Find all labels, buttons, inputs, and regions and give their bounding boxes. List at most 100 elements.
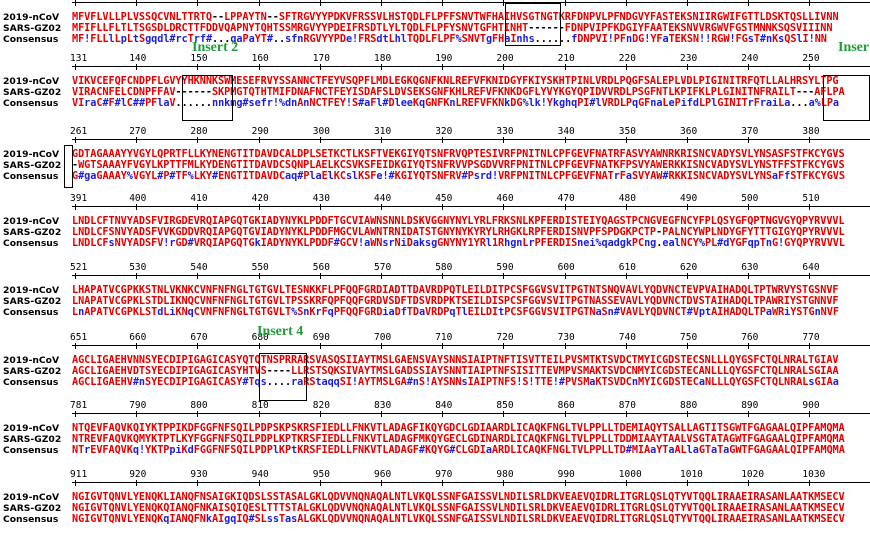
ruler-tick-label: 440 (374, 193, 392, 204)
sequence-text: LNAPATVCGPKLSTDLIKNQCVNFNFNGLTGTGVLTPSSK… (72, 296, 839, 307)
ruler-line (72, 343, 870, 352)
ruler-tick-label: 660 (129, 332, 147, 343)
ruler-tick (75, 204, 76, 210)
ruler-tick-label: 930 (190, 469, 208, 480)
position-ruler: 651 660 670 680 690 700 710 720 730 740 750 760 770 (70, 332, 870, 344)
consensus-row: Consensus LNDLCFsNVYADSFV!rGD#VRQIAPGQTGk… (0, 238, 870, 249)
ruler-tick-label: 980 (496, 469, 514, 480)
ruler-tick (503, 480, 505, 486)
ruler-tick (75, 137, 76, 143)
sequence-label: Consensus (3, 171, 59, 182)
ruler-tick (503, 204, 505, 210)
sequence-label: 2019-nCoV (3, 423, 60, 434)
ruler-tick (748, 343, 750, 349)
ruler-tick (136, 137, 138, 143)
sars-row: SARS-GZ02 VIRACNFELCDNPFFAV------SKPMGTQT… (0, 87, 870, 98)
ruler-tick (748, 64, 750, 70)
ruler-tick (809, 480, 811, 486)
ruler-tick-label: 830 (374, 400, 392, 411)
ruler-tick (748, 0, 750, 6)
ruler-tick (564, 343, 566, 349)
ruler-tick (75, 411, 76, 417)
position-ruler: 781 790 800 810 820 830 840 850 860 870 880 890 900 (70, 400, 870, 412)
ruler-tick (442, 137, 444, 143)
sequence-label: 2019-nCoV (3, 76, 60, 87)
ruler-tick (809, 343, 811, 349)
ruler-tick (319, 64, 321, 70)
ruler-tick (442, 64, 444, 70)
ruler-tick (75, 0, 76, 6)
ruler-tick (381, 343, 382, 349)
ruler-tick (197, 204, 199, 210)
ruler-tick-label: 200 (496, 53, 514, 64)
ruler-line (72, 480, 870, 489)
ruler-tick-label: 500 (741, 193, 759, 204)
ruler-tick-label: 810 (251, 400, 269, 411)
ruler-tick (625, 480, 627, 486)
ruler-tick (319, 204, 321, 210)
alignment-block: 391 400 410 420 430 440 450 460 470 480 490 500 510 2… (0, 193, 870, 263)
ruler-tick-label: 420 (251, 193, 269, 204)
alignment-block: 651 660 670 680 690 700 710 720 730 740 750 760 770 2… (0, 332, 870, 402)
ruler-tick-label: 550 (251, 262, 269, 273)
ruler-tick-label: 950 (312, 469, 330, 480)
ruler-line (72, 204, 870, 213)
ruler-tick (687, 273, 688, 279)
ruler-tick (197, 0, 199, 6)
ruler-tick-label: 781 (70, 400, 88, 411)
ruler-tick-label: 620 (680, 262, 698, 273)
ruler-tick (625, 137, 627, 143)
ruler-tick-label: 460 (496, 193, 514, 204)
ruler-tick (687, 64, 688, 70)
sequence-label: Consensus (3, 377, 59, 388)
ruler-tick (136, 64, 138, 70)
sequence-text: MF!FLLlLpLtSgqdl#rcTrf#...qaPaYT#..sfnRG… (72, 34, 827, 45)
ruler-tick (564, 480, 566, 486)
sequence-label: SARS-GZ02 (3, 434, 62, 445)
insert-2-box (182, 75, 233, 121)
ruler-tick-label: 710 (435, 332, 453, 343)
ruler-tick-label: 400 (129, 193, 147, 204)
ruler-tick-label: 720 (496, 332, 514, 343)
sequence-label: SARS-GZ02 (3, 366, 62, 377)
ruler-tick-label: 750 (680, 332, 698, 343)
ruler-tick-label: 730 (557, 332, 575, 343)
sars-row: SARS-GZ02 AGCLIGAEHVDTSYECDIPIGAGICASYHTV… (0, 366, 870, 377)
ruler-tick-label: 1010 (680, 469, 703, 480)
insert-1-box (505, 3, 561, 46)
ruler-tick (625, 343, 627, 349)
ruler-tick (503, 137, 505, 143)
ruler-tick (319, 137, 321, 143)
insert-2-label: Insert 2 (192, 40, 239, 55)
sequence-text: AGCLIGAEHV#nSYECDIPIGAGICASY#Tqs....raRS… (72, 377, 839, 388)
ruler-tick-label: 700 (374, 332, 392, 343)
insert-3-label: Inser (838, 40, 870, 55)
ruler-tick-label: 320 (435, 126, 453, 137)
ruler-tick (258, 137, 260, 143)
ruler-tick-label: 840 (435, 400, 453, 411)
sequence-label: 2019-nCoV (3, 355, 60, 366)
ruler-tick (197, 273, 199, 279)
ruler-tick (319, 273, 321, 279)
alignment-block: 521 530 540 550 560 570 580 590 600 610 620 630 640 2… (0, 262, 870, 332)
ncov-row: 2019-nCoV GDTAGAAAYYVGYLQPRTFLLKYNENGTITD… (0, 149, 870, 160)
consensus-row: Consensus AGCLIGAEHV#nSYECDIPIGAGICASY#Tq… (0, 377, 870, 388)
ruler-tick-label: 870 (618, 400, 636, 411)
ruler-tick-label: 310 (374, 126, 392, 137)
ruler-tick (564, 137, 566, 143)
ruler-tick-label: 790 (129, 400, 147, 411)
sequence-label: 2019-nCoV (3, 12, 60, 23)
ruler-tick (381, 411, 382, 417)
ruler-tick-label: 911 (70, 469, 88, 480)
ruler-tick-label: 580 (435, 262, 453, 273)
ruler-tick-label: 300 (312, 126, 330, 137)
ruler-tick-label: 380 (802, 126, 820, 137)
position-ruler: 391 400 410 420 430 440 450 460 470 480 490 500 510 (70, 193, 870, 205)
sequence-text: LnAPATVCGPKLSTdLiKNqCVNFNFNGLTGTGVLT%SnK… (72, 307, 839, 318)
ruler-tick (503, 0, 505, 6)
ruler-tick-label: 410 (190, 193, 208, 204)
ruler-tick (564, 411, 566, 417)
sequence-text: G#gaGAAAY%VGYL#P#TF%LKY#ENGTITDAVDCaq#Pl… (72, 171, 845, 182)
ruler-tick (442, 273, 444, 279)
sequence-text: NTREVFAQVKQMYKTPTLKYFGGFNFSQILPDPLKPTKRS… (72, 434, 845, 445)
